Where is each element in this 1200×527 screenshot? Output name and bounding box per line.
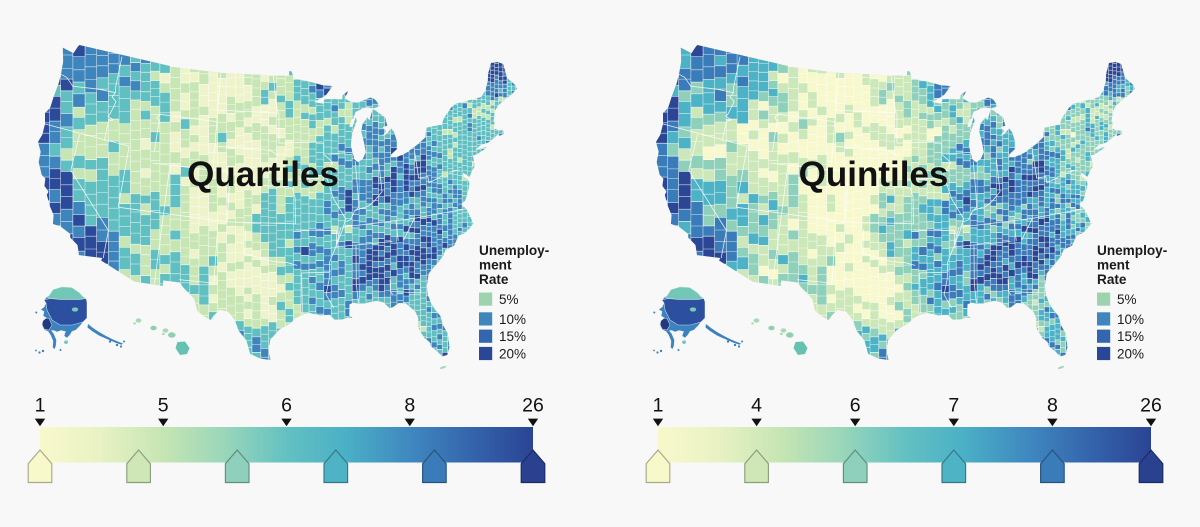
- svg-text:Quartiles: Quartiles: [187, 155, 339, 194]
- svg-text:15%: 15%: [499, 329, 526, 344]
- svg-text:6: 6: [281, 395, 292, 417]
- svg-text:15%: 15%: [1117, 329, 1144, 344]
- svg-text:Unemploy-: Unemploy-: [479, 243, 549, 258]
- svg-text:4: 4: [751, 395, 762, 417]
- svg-text:20%: 20%: [499, 347, 526, 362]
- svg-text:Rate: Rate: [1097, 272, 1127, 287]
- svg-text:6: 6: [850, 395, 861, 417]
- svg-text:8: 8: [404, 395, 415, 417]
- svg-text:5%: 5%: [1117, 292, 1137, 307]
- svg-text:26: 26: [522, 395, 544, 417]
- svg-text:1: 1: [35, 395, 46, 417]
- svg-text:26: 26: [1140, 395, 1162, 417]
- svg-text:Unemploy-: Unemploy-: [1097, 243, 1167, 258]
- svg-text:ment: ment: [479, 258, 512, 273]
- svg-text:1: 1: [653, 395, 664, 417]
- svg-text:8: 8: [1047, 395, 1058, 417]
- svg-text:10%: 10%: [1117, 312, 1144, 327]
- svg-text:5: 5: [158, 395, 169, 417]
- svg-text:7: 7: [948, 395, 959, 417]
- svg-text:Rate: Rate: [479, 272, 509, 287]
- svg-text:20%: 20%: [1117, 347, 1144, 362]
- svg-text:Quintiles: Quintiles: [799, 155, 949, 194]
- svg-text:10%: 10%: [499, 312, 526, 327]
- svg-text:ment: ment: [1097, 258, 1130, 273]
- svg-text:5%: 5%: [499, 292, 519, 307]
